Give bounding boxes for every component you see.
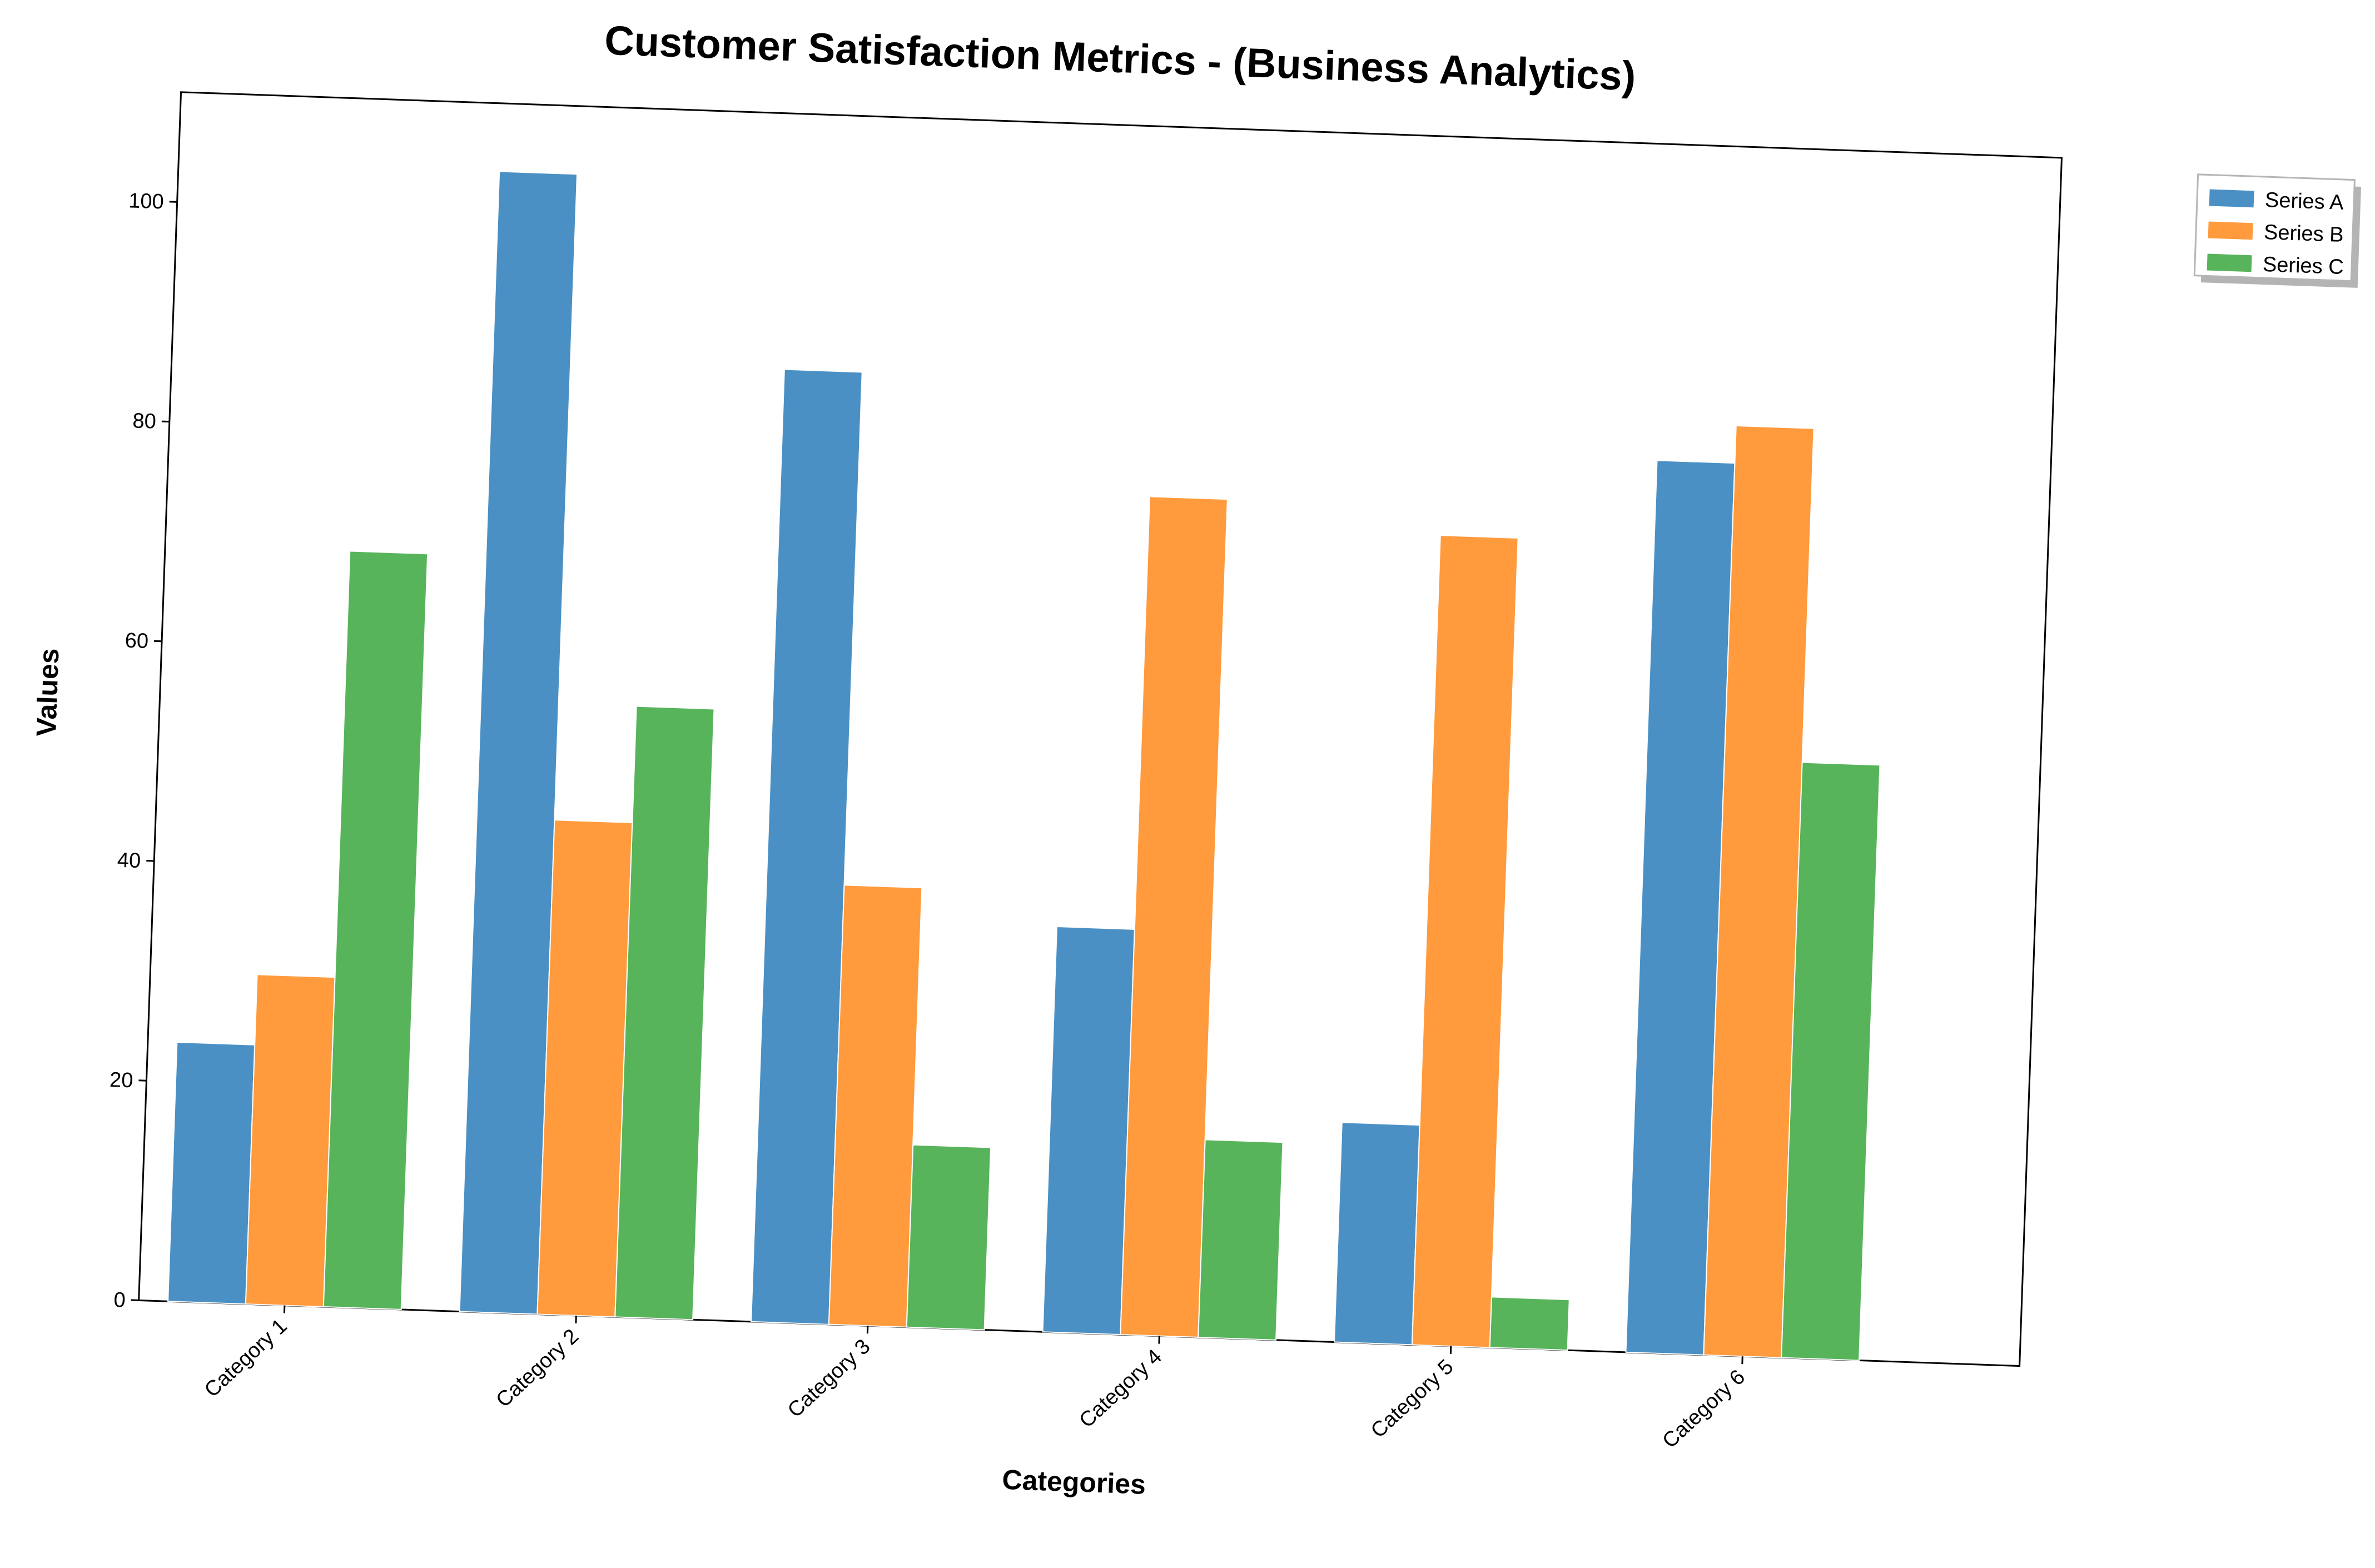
bar xyxy=(168,1042,255,1304)
legend-label: Series C xyxy=(2262,253,2344,279)
legend: Series A Series B Series C xyxy=(2194,175,2362,288)
x-axis-label: Categories xyxy=(1002,1464,1146,1500)
y-tick-label: 0 xyxy=(113,1288,126,1312)
bar xyxy=(829,885,922,1327)
y-tick-label: 60 xyxy=(125,629,149,653)
legend-swatch xyxy=(2209,190,2254,208)
legend-swatch xyxy=(2208,221,2253,240)
legend-swatch xyxy=(2207,253,2252,272)
bar xyxy=(1198,1139,1283,1340)
bar xyxy=(246,974,335,1307)
legend-label: Series A xyxy=(2264,188,2344,215)
bar xyxy=(1043,927,1135,1335)
y-tick-label: 80 xyxy=(132,409,157,433)
bar xyxy=(1490,1297,1569,1350)
y-tick-label: 40 xyxy=(117,849,141,873)
y-axis-label: Values xyxy=(31,648,64,736)
legend-items: Series A Series B Series C xyxy=(2207,187,2346,279)
bar xyxy=(1334,1122,1420,1345)
y-tick-label: 20 xyxy=(109,1068,133,1092)
bar xyxy=(907,1145,991,1330)
y-tick-label: 100 xyxy=(128,189,165,213)
legend-label: Series B xyxy=(2263,221,2344,247)
